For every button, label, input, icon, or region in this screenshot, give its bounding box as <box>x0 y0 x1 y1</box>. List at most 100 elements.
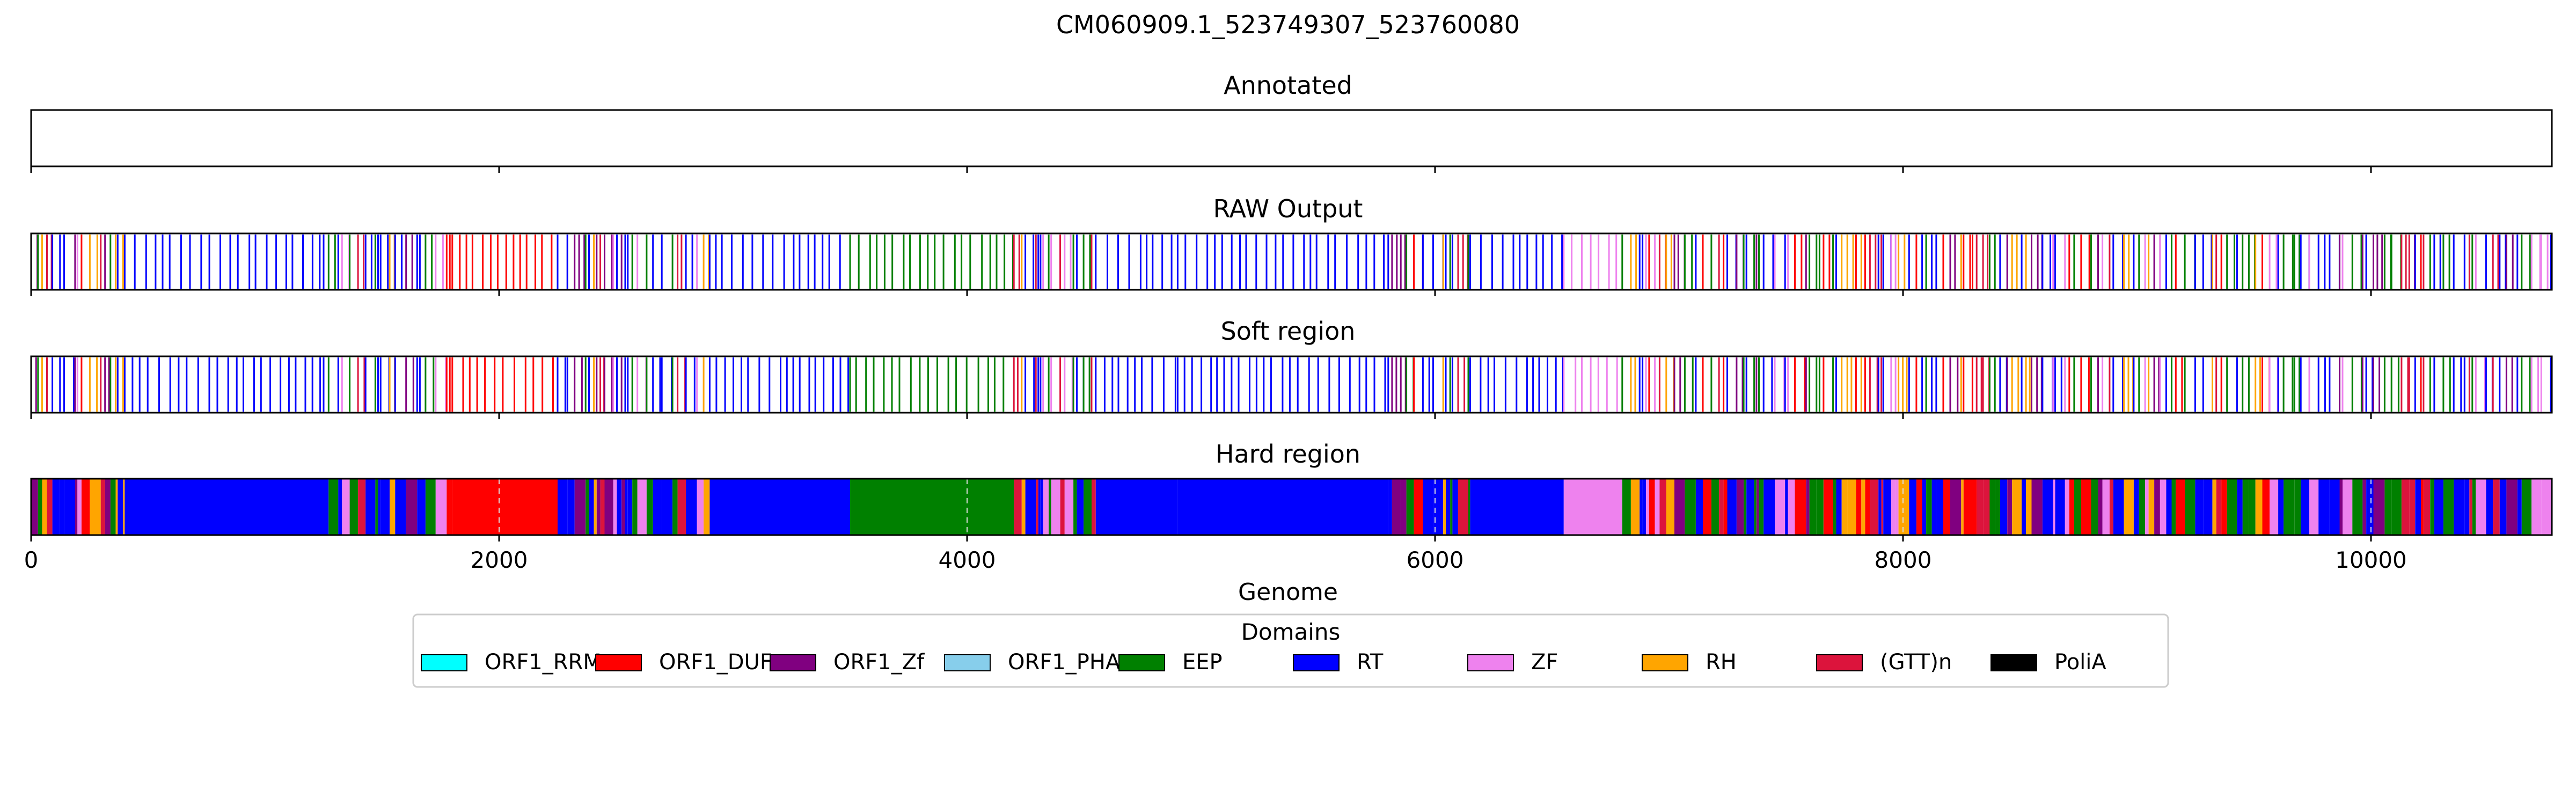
domain-block-ORF1_DUF <box>2421 479 2424 535</box>
domain-block-RT <box>2464 479 2470 535</box>
domain-block-RT <box>2434 479 2443 535</box>
domain-block-RT <box>2318 479 2330 535</box>
legend-title: Domains <box>1241 619 1341 645</box>
domain-block-(GTT)n <box>677 479 686 535</box>
domain-block-ORF1_Zf <box>1950 479 1962 535</box>
domain-block-ZF <box>2541 479 2551 535</box>
domain-block-RT <box>2195 479 2204 535</box>
domain-block-ZF <box>2309 479 2319 535</box>
domain-block-EEP <box>2472 479 2476 535</box>
domain-block-EEP <box>1754 479 1757 535</box>
domain-block-ZF <box>697 479 704 535</box>
domain-block-ZF <box>1051 479 1060 535</box>
domain-block-ORF1_DUF <box>1856 479 1862 535</box>
domain-block-RT <box>417 479 420 535</box>
domain-block-EEP <box>2227 479 2237 535</box>
domain-block-RT <box>662 479 673 535</box>
domain-block-(GTT)n <box>1659 479 1666 535</box>
domain-block-RT <box>380 479 390 535</box>
domain-block-EEP <box>349 479 358 535</box>
domain-block-RT <box>589 479 594 535</box>
domain-block-RT <box>2000 479 2008 535</box>
domain-block-EEP <box>1685 479 1696 535</box>
domain-block-RT <box>1388 479 1392 535</box>
domain-block-ORF1_Zf <box>1806 479 1810 535</box>
domain-block-RT <box>324 479 329 535</box>
domain-block-RT <box>1452 479 1458 535</box>
domain-block-EEP <box>1049 479 1051 535</box>
domain-block-EEP <box>1926 479 1932 535</box>
domain-block-RT <box>2113 479 2124 535</box>
domain-block-EEP <box>425 479 436 535</box>
panel-frame <box>30 355 2553 414</box>
domain-block-ZF <box>435 479 447 535</box>
legend-label: (GTT)n <box>1880 650 1952 675</box>
domain-block-ORF1_DUF <box>447 479 450 535</box>
domain-block-RH <box>390 479 396 535</box>
legend-swatch <box>944 654 991 671</box>
legend-frame <box>412 613 2169 688</box>
x-tick-label: 10000 <box>2335 547 2407 573</box>
domain-block-ZF <box>2065 479 2069 535</box>
domain-block-ORF1_DUF <box>1865 479 1870 535</box>
domain-block-ZF <box>77 479 82 535</box>
domain-block-RT <box>1095 479 1178 535</box>
domain-block-ORF1_Zf <box>31 479 38 535</box>
domain-block-RH <box>2124 479 2134 535</box>
domain-block-RT <box>1640 479 1643 535</box>
domain-block-ORF1_Zf <box>2506 479 2518 535</box>
x-tick-label: 2000 <box>471 547 528 573</box>
domain-block-RT <box>1695 479 1703 535</box>
domain-block-ORF1_DUF <box>2081 479 2091 535</box>
domain-block-ORF1_Zf <box>2154 479 2160 535</box>
domain-block-(GTT)n <box>47 479 53 535</box>
domain-block-RT <box>125 479 324 535</box>
domain-block-RH <box>115 479 118 535</box>
domain-block-EEP <box>38 479 42 535</box>
panel-soft-region <box>30 355 2553 419</box>
domain-block-EEP <box>2352 479 2363 535</box>
domain-block-RT <box>1763 479 1775 535</box>
domain-block-ORF1_Zf <box>1736 479 1744 535</box>
domain-block-ZF <box>2476 479 2486 535</box>
domain-block-RT <box>60 479 64 535</box>
legend-swatch <box>1467 654 1514 671</box>
domain-block-ORF1_DUF <box>1972 479 1977 535</box>
panel-title-raw-output: RAW Output <box>1213 194 1363 223</box>
domain-block-RT <box>2517 479 2522 535</box>
domain-block-RH <box>2012 479 2022 535</box>
panel-annotated <box>30 109 2553 173</box>
legend-label: PoliA <box>2054 650 2106 675</box>
domain-block-RT <box>1642 479 1646 535</box>
domain-block-RT <box>365 479 376 535</box>
domain-block-ORF1_Zf <box>1401 479 1407 535</box>
domain-block-RT <box>1433 479 1444 535</box>
legend-label: RH <box>1706 650 1737 675</box>
domain-block-RH <box>1841 479 1848 535</box>
domain-block-ORF1_DUF <box>1795 479 1806 535</box>
domain-block-EEP <box>2294 479 2300 535</box>
domain-block-ZF <box>1563 479 1622 535</box>
domain-block-EEP <box>1995 479 2000 535</box>
domain-block-EEP <box>2299 479 2301 535</box>
domain-block-RT <box>653 479 662 535</box>
domain-block-RT <box>378 479 381 535</box>
domain-block-RT <box>2329 479 2340 535</box>
domain-block-ORF1_Zf <box>1392 479 1401 535</box>
legend-swatch <box>770 654 816 671</box>
domain-block-EEP <box>2391 479 2402 535</box>
panel-title-soft-region: Soft region <box>1221 317 1356 346</box>
domain-block-EEP <box>1809 479 1817 535</box>
domain-block-ORF1_DUF <box>1963 479 1973 535</box>
domain-block-RT <box>2499 479 2507 535</box>
domain-block-RT <box>1883 479 1891 535</box>
domain-block-ZF <box>1043 479 1049 535</box>
domain-block-EEP <box>375 479 378 535</box>
domain-block-RT <box>617 479 622 535</box>
domain-block-(GTT)n <box>1881 479 1884 535</box>
x-tick-label: 0 <box>24 547 39 573</box>
domain-block-RT <box>2203 479 2213 535</box>
domain-block-ORF1_DUF <box>2221 479 2227 535</box>
x-tick-label: 4000 <box>939 547 996 573</box>
